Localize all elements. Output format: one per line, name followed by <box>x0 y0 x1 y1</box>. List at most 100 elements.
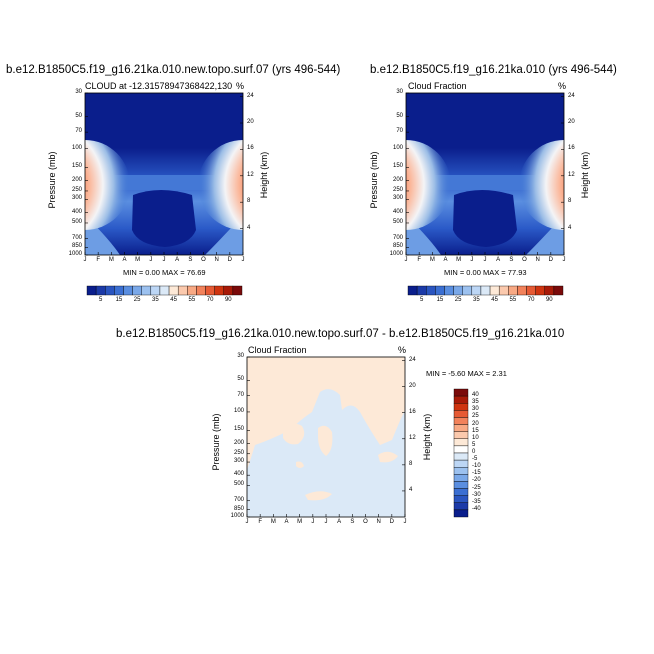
panel3-ytick-label: 200 <box>233 439 244 446</box>
panel2-ytick-right-label: 20 <box>568 119 575 125</box>
panel1-xtick-label: J <box>149 257 153 263</box>
panel1-colorbar-label: 15 <box>115 297 123 303</box>
panel3-ylabel: Pressure (mb) <box>211 413 221 471</box>
panel3-colorbar-cell <box>453 495 469 503</box>
panel1-xtick-label: J <box>241 257 245 263</box>
panel2-subtitle-right: % <box>558 81 567 91</box>
panel2-colorbar-label: 15 <box>436 297 444 303</box>
panel1-colorbar-cell <box>205 285 215 296</box>
panel3-colorbar-label: 10 <box>472 434 479 441</box>
panel3-xtick-label: A <box>284 519 289 525</box>
panel2-xtick-label: J <box>470 257 474 263</box>
panel2-ytick-label: 400 <box>392 208 403 215</box>
panel3-colorbar-label: 20 <box>472 420 479 427</box>
panel1-xtick-label: M <box>135 257 141 263</box>
panel2-hot-right <box>519 140 564 230</box>
panel2-xtick-label: O <box>522 257 527 263</box>
panel1-subtitle-left: CLOUD at -12.31578947368422,130 <box>85 81 233 91</box>
panel2-ytick-label: 500 <box>392 218 403 225</box>
panel1-colorbar-label: 35 <box>152 297 159 303</box>
panel3-colorbar-cell <box>453 481 469 489</box>
panel3-colorbar-cell <box>453 417 469 425</box>
panel1-xtick-label: A <box>175 257 180 263</box>
panel1-subtitle-right: % <box>236 81 245 91</box>
panel2-colorbar-cell <box>416 285 427 296</box>
panel1-minmax: MIN = 0.00 MAX = 76.69 <box>123 268 206 277</box>
panel2-ytick-label: 300 <box>392 195 403 202</box>
panel2-colorbar-cell <box>544 285 555 296</box>
panel2-ytick-right-label: 8 <box>568 198 572 205</box>
panel2-ytick-label: 1000 <box>389 251 403 257</box>
panel2-xtick-label: A <box>496 257 501 263</box>
panel3-ytick-label: 1000 <box>230 513 244 519</box>
panel3-positive-patch5 <box>378 451 398 463</box>
panel2-ytick-label: 100 <box>392 144 403 151</box>
panel1-xtick-label: A <box>122 257 127 263</box>
panel3-colorbar-label: -15 <box>472 470 481 477</box>
panel1-colorbar-cell <box>150 285 161 296</box>
panel1-ytick-label: 250 <box>71 186 82 193</box>
panel1-colorbar-cell <box>159 285 170 296</box>
panel3-colorbar-cell <box>453 509 469 518</box>
panel1-ytick-label: 70 <box>75 128 82 135</box>
panel3-colorbar-label: -40 <box>472 505 481 512</box>
panel1-xtick-label: S <box>188 257 193 263</box>
panel3-colorbar-label: 30 <box>472 406 479 413</box>
panel3-ylabel-right: Height (km) <box>422 413 432 461</box>
panel3-xtick-label: S <box>350 519 355 525</box>
panel2-colorbar-label: 55 <box>509 297 517 303</box>
panel3-ytick-label: 700 <box>233 496 244 503</box>
panel3-colorbar-cell <box>453 445 469 454</box>
panel1-colorbar-cell <box>223 285 234 296</box>
panel3-colorbar-label: -5 <box>472 456 478 463</box>
panel1-colorbar-cell <box>214 285 224 296</box>
panel1-title: b.e12.B1850C5.f19_g16.21ka.010.new.topo.… <box>6 64 341 76</box>
panel3-colorbar-cell <box>453 438 469 447</box>
panel3-colorbar-cell <box>453 452 469 461</box>
panel3-ytick-label: 500 <box>233 481 244 488</box>
panel2-colorbar-cell <box>444 285 454 296</box>
panel2-ytick-right-label: 24 <box>568 92 575 99</box>
panel2-xtick-label: J <box>562 257 566 263</box>
panel2-colorbar-label: 35 <box>473 297 480 303</box>
panel2-colorbar-cell <box>426 285 436 296</box>
panel2-ytick-right-label: 4 <box>568 224 572 231</box>
panel3-colorbar-cell <box>453 431 469 439</box>
panel2-minmax: MIN = 0.00 MAX = 77.93 <box>444 268 527 277</box>
panel3-ytick-label: 300 <box>233 458 244 465</box>
panel1-colorbar-label: 5 <box>99 297 103 303</box>
panel1-ytick-label: 400 <box>71 208 82 215</box>
panel1-xtick-label: F <box>96 257 100 263</box>
panel1-ytick-right-label: 4 <box>247 224 251 231</box>
panel3-positive-patch1 <box>283 423 305 445</box>
panel2-colorbar-cell <box>498 285 509 296</box>
panel2-colorbar-cell <box>435 285 445 296</box>
panel1-colorbar-cell <box>86 285 97 296</box>
panel3-ytick-right-label: 8 <box>409 460 413 467</box>
panel3-xtick-label: M <box>270 519 276 525</box>
panel1-xtick-label: J <box>162 257 166 263</box>
panel3-xtick-label: O <box>363 519 368 525</box>
panel1-colorbar-cell <box>187 285 197 296</box>
panel2-lowright <box>526 215 564 255</box>
panel3-xtick-label: J <box>245 519 249 525</box>
panel2-colorbar-cell <box>471 285 482 296</box>
panel2-ytick-right-label: 12 <box>568 171 575 178</box>
panel1-colorbar-cell <box>95 285 106 296</box>
panel2-colorbar-label: 5 <box>420 297 424 303</box>
panel1-dry-core <box>132 190 196 247</box>
panel3-colorbar-label: 15 <box>472 427 479 434</box>
panel1-colorbar-cell <box>196 285 206 296</box>
panel1-colorbar-label: 55 <box>188 297 196 303</box>
panel1-colorbar-cell <box>232 285 243 296</box>
panel2-ytick-label: 250 <box>392 186 403 193</box>
panel2-xtick-label: S <box>509 257 514 263</box>
panel1-ytick-label: 1000 <box>68 251 82 257</box>
panel3-colorbar-label: 0 <box>472 449 476 455</box>
panel2-ytick-label: 50 <box>396 112 403 119</box>
panel3-positive-patch4 <box>296 461 304 468</box>
panel1-colorbar-cell <box>123 285 133 296</box>
panel1-ytick-label: 850 <box>71 243 82 250</box>
panel3-colorbar-cell <box>453 459 469 468</box>
